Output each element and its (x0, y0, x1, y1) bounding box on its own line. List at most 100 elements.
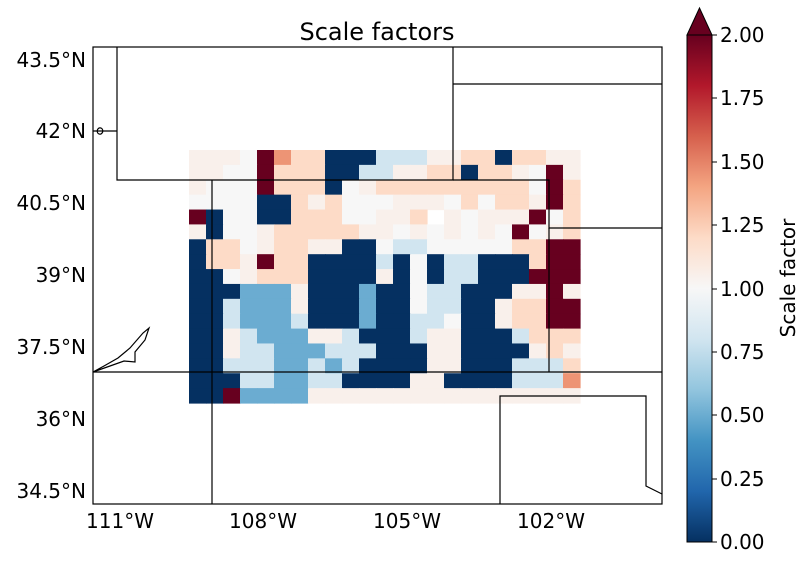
colorbar-tick-label: 0.75 (720, 340, 765, 364)
grid-cell (461, 194, 479, 211)
grid-cell (223, 209, 241, 226)
lat-tick-label: 40.5°N (17, 191, 87, 215)
grid-cell (291, 343, 309, 359)
map-frame (92, 46, 663, 505)
grid-cell (529, 283, 547, 300)
grid-cell (444, 343, 462, 359)
grid-cell (291, 239, 309, 255)
grid-cell (427, 150, 445, 166)
grid-cell (223, 224, 241, 240)
grid-cell (529, 164, 547, 181)
grid-cell (189, 358, 207, 374)
grid-cell (291, 150, 309, 166)
grid-cell (529, 239, 547, 255)
grid-cell (325, 373, 343, 389)
grid-cell (274, 254, 292, 270)
grid-cell (393, 209, 411, 226)
grid-cell (359, 239, 377, 255)
grid-cell (546, 239, 564, 255)
grid-cell (376, 358, 394, 374)
lakes (92, 127, 151, 373)
grid-cell (427, 373, 445, 389)
grid-cell (240, 179, 258, 196)
grid-cell (206, 209, 224, 226)
grid-cell (274, 269, 292, 285)
grid-cell (512, 358, 530, 374)
grid-cell (223, 254, 241, 270)
grid-cell (206, 388, 224, 404)
grid-cell (308, 313, 326, 330)
grid-cell (529, 313, 547, 330)
grid-cell (308, 283, 326, 300)
grid-cell (495, 179, 513, 196)
grid-cell (274, 283, 292, 300)
grid-cell (206, 313, 224, 330)
grid-cell (206, 179, 224, 196)
colorbar-tick-label: 1.00 (720, 277, 765, 301)
grid-cell (393, 150, 411, 166)
grid-cell (274, 194, 292, 211)
grid-cell (308, 179, 326, 196)
great-salt-lake-shore (92, 326, 151, 373)
grid-cell (410, 150, 428, 166)
grid-cell (427, 194, 445, 211)
grid-cell (444, 209, 462, 226)
grid-cell (427, 328, 445, 345)
grid-cell (529, 298, 547, 315)
lon-tick-label: 105°W (373, 509, 441, 533)
grid-cell (529, 358, 547, 374)
grid-cell (359, 269, 377, 285)
grid-cell (546, 313, 564, 330)
grid-cell (461, 254, 479, 270)
grid-cell (529, 209, 547, 226)
grid-cell (223, 283, 241, 300)
grid-cell (206, 164, 224, 181)
grid-cell (376, 343, 394, 359)
latitude-axis: 43.5°N 42°N 40.5°N 39°N 37.5°N 36°N 34.5… (17, 48, 87, 503)
grid-cell (240, 388, 258, 404)
grid-cell (223, 388, 241, 404)
grid-cell (240, 269, 258, 285)
grid-cell (393, 224, 411, 240)
grid-cell (206, 269, 224, 285)
grid-cell (274, 373, 292, 389)
grid-cell (529, 179, 547, 196)
grid-cell (393, 373, 411, 389)
grid-cell (563, 164, 581, 181)
grid-cell (206, 328, 224, 345)
grid-cell (325, 150, 343, 166)
grid-cell (189, 224, 207, 240)
grid-cell (461, 313, 479, 330)
grid-cell (546, 358, 564, 374)
grid-cell (342, 343, 360, 359)
grid-cell (427, 164, 445, 181)
grid-cell (410, 358, 428, 374)
lon-tick-label: 102°W (517, 509, 585, 533)
grid-cell (325, 239, 343, 255)
grid-cell (206, 224, 224, 240)
grid-cell (206, 150, 224, 166)
grid-cell (308, 298, 326, 315)
grid-cell (546, 179, 564, 196)
grid-cell (223, 269, 241, 285)
grid-cell (376, 224, 394, 240)
grid-cell (478, 283, 496, 300)
grid-cell (478, 388, 496, 404)
grid-cell (427, 313, 445, 330)
grid-cell (325, 328, 343, 345)
grid-cell (359, 254, 377, 270)
grid-cell (274, 343, 292, 359)
grid-cell (308, 150, 326, 166)
grid-cell (359, 150, 377, 166)
grid-cell (376, 194, 394, 211)
grid-cell (478, 313, 496, 330)
grid-cell (461, 343, 479, 359)
grid-cell (376, 209, 394, 226)
grid-cell (478, 179, 496, 196)
grid-cell (223, 343, 241, 359)
grid-cell (410, 313, 428, 330)
grid-cell (223, 298, 241, 315)
grid-cell (342, 283, 360, 300)
grid-cell (325, 269, 343, 285)
grid-cell (427, 179, 445, 196)
